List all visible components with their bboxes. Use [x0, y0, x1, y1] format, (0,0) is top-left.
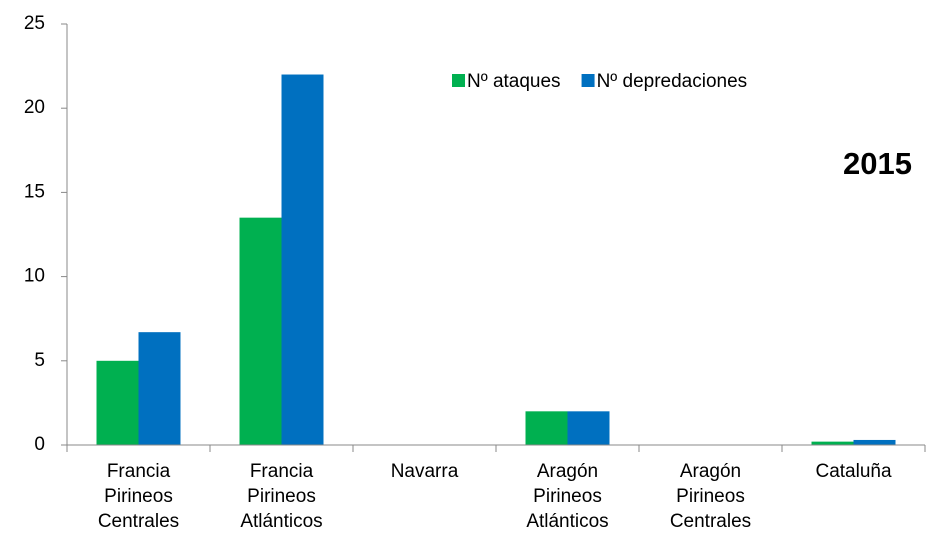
bar [567, 411, 610, 445]
x-tick-line: Centrales [98, 511, 179, 532]
bar [96, 360, 139, 445]
bar [853, 439, 896, 445]
x-tick-line: Aragón [680, 461, 741, 482]
x-tick-label: Aragón Pirineos Centrales [670, 461, 751, 532]
y-tick-label: 5 [34, 350, 45, 371]
y-tick-label: 0 [34, 434, 45, 455]
x-tick-line: Pirineos [104, 486, 173, 507]
x-tick-line: Navarra [391, 461, 459, 482]
legend-swatch [452, 74, 465, 87]
annotation: 2015 [843, 146, 912, 181]
x-tick-line: Aragón [537, 461, 598, 482]
x-tick-line: Atlánticos [240, 511, 322, 532]
y-tick-label: 10 [24, 266, 45, 287]
x-tick-line: Francia [250, 461, 314, 482]
x-tick-line: Pirineos [676, 486, 745, 507]
bar [138, 332, 181, 445]
x-tick-line: Francia [107, 461, 171, 482]
x-tick-line: Cataluña [815, 461, 891, 482]
y-tick-label: 20 [24, 97, 45, 118]
x-tick-label: Cataluña [815, 461, 891, 482]
bar [525, 411, 568, 445]
y-tick-label: 15 [24, 181, 45, 202]
legend-label: Nº depredaciones [597, 71, 748, 92]
y-tick-label: 25 [24, 13, 45, 34]
bar [281, 74, 324, 446]
x-tick-label: Francia Pirineos Atlánticos [240, 461, 322, 532]
legend-label: Nº ataques [467, 71, 561, 92]
x-tick-label: Aragón Pirineos Atlánticos [526, 461, 608, 532]
x-tick-line: Pirineos [247, 486, 316, 507]
legend-swatch [581, 74, 595, 87]
x-tick-label: Navarra [391, 461, 459, 482]
x-tick-line: Pirineos [533, 486, 602, 507]
x-tick-label: Francia Pirineos Centrales [98, 461, 179, 532]
bar [811, 441, 854, 445]
bar [239, 217, 282, 445]
x-tick-line: Atlánticos [526, 511, 608, 532]
x-tick-line: Centrales [670, 511, 751, 532]
